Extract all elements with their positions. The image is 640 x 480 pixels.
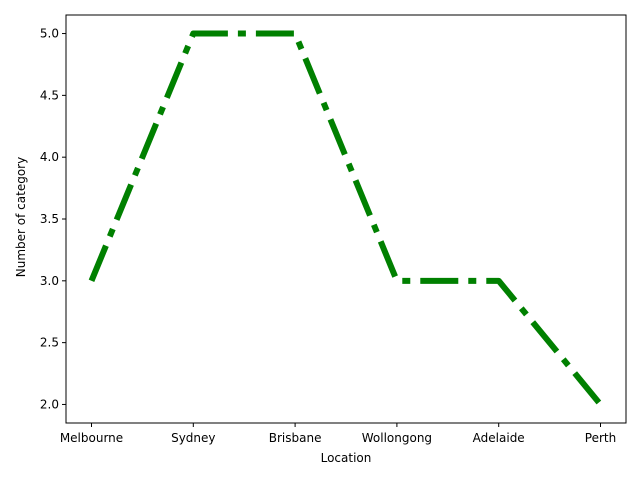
x-tick-label: Wollongong — [362, 431, 432, 445]
x-tick-label: Adelaide — [473, 431, 525, 445]
y-tick-label: 4.0 — [40, 150, 59, 164]
y-tick-label: 3.5 — [40, 212, 59, 226]
plot-frame — [65, 14, 627, 424]
x-tick-label: Sydney — [171, 431, 215, 445]
y-tick-label: 5.0 — [40, 27, 59, 41]
y-tick-label: 2.0 — [40, 397, 59, 411]
x-tick-label: Perth — [585, 431, 616, 445]
y-tick-label: 3.0 — [40, 274, 59, 288]
x-axis-label: Location — [321, 451, 372, 465]
series-line-0 — [88, 30, 603, 407]
y-tick-label: 2.5 — [40, 336, 59, 350]
x-tick-label: Brisbane — [269, 431, 322, 445]
x-tick-label: Melbourne — [60, 431, 123, 445]
y-tick-label: 4.5 — [40, 88, 59, 102]
y-axis-label: Number of category — [14, 157, 28, 277]
